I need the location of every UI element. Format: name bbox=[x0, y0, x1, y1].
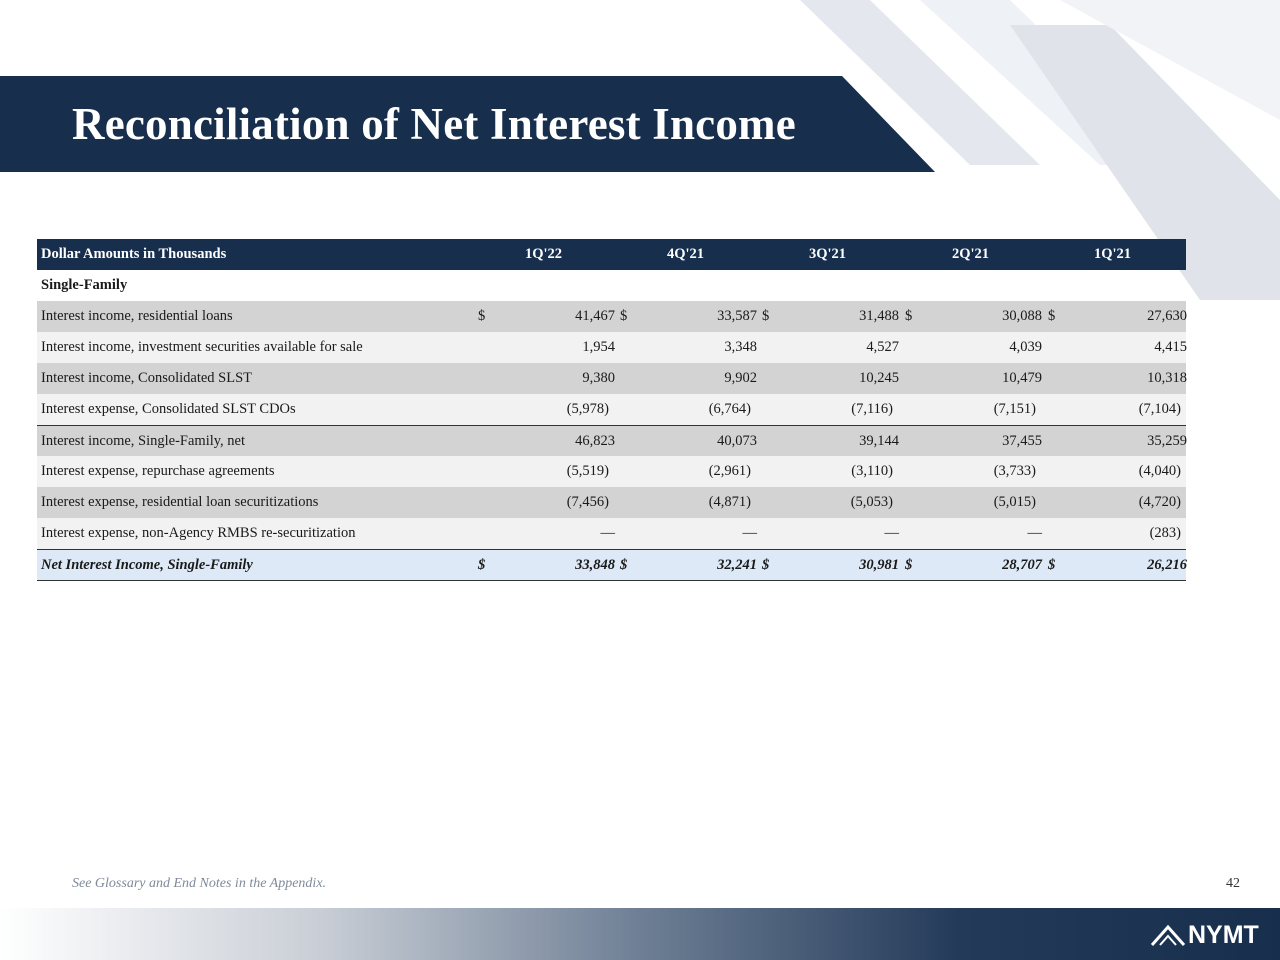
cell-value: 39,144 bbox=[859, 433, 899, 449]
dollar-sign: $ bbox=[1048, 557, 1056, 573]
cell-value: — bbox=[742, 525, 758, 541]
cell-value: (5,978) bbox=[566, 401, 609, 417]
table-header-row: Dollar Amounts in Thousands 1Q'22 4Q'21 … bbox=[37, 239, 1186, 270]
footnote: See Glossary and End Notes in the Append… bbox=[72, 876, 327, 891]
dollar-sign: $ bbox=[905, 557, 913, 573]
cell-value: 28,707 bbox=[1002, 557, 1042, 573]
cell-value: — bbox=[884, 525, 900, 541]
header-period-1q21: 1Q'21 bbox=[1094, 246, 1132, 262]
cell-value: (7,104) bbox=[1138, 401, 1181, 417]
header-period-3q21: 3Q'21 bbox=[809, 246, 847, 262]
logo-text: NYMT bbox=[1188, 920, 1259, 949]
row-label: Interest expense, residential loan secur… bbox=[41, 494, 319, 510]
cell-value: (5,519) bbox=[566, 463, 609, 479]
cell-value: 4,527 bbox=[866, 339, 899, 355]
cell-value: 9,380 bbox=[582, 370, 615, 386]
cell-value: (3,733) bbox=[993, 463, 1036, 479]
section-row: Single-Family bbox=[37, 270, 1186, 301]
dollar-sign: $ bbox=[478, 308, 486, 324]
cell-value: 41,467 bbox=[575, 308, 615, 324]
decorative-stripes bbox=[800, 0, 1280, 300]
footer-bar bbox=[0, 908, 1280, 960]
cell-value: 30,088 bbox=[1002, 308, 1042, 324]
cell-value: 31,488 bbox=[859, 308, 899, 324]
table-row: Interest expense, residential loan secur… bbox=[37, 487, 1186, 518]
cell-value: (5,015) bbox=[993, 494, 1036, 510]
cell-value: 37,455 bbox=[1002, 433, 1042, 449]
cell-value: (5,053) bbox=[850, 494, 893, 510]
page-title: Reconciliation of Net Interest Income bbox=[72, 99, 796, 149]
cell-value: (7,116) bbox=[851, 401, 893, 417]
table-row: Interest income, residential loans $41,46… bbox=[37, 301, 1187, 332]
cell-value: 33,587 bbox=[717, 308, 757, 324]
cell-value: (283) bbox=[1149, 525, 1181, 541]
cell-value: 30,981 bbox=[859, 557, 899, 573]
dollar-sign: $ bbox=[762, 557, 770, 573]
cell-value: 1,954 bbox=[582, 339, 615, 355]
cell-value: (7,151) bbox=[993, 401, 1036, 417]
total-row: Net Interest Income, Single-Family $33,84… bbox=[37, 549, 1187, 581]
header-period-1q22: 1Q'22 bbox=[525, 246, 563, 262]
cell-value: 32,241 bbox=[717, 557, 757, 573]
cell-value: (4,040) bbox=[1138, 463, 1181, 479]
dollar-sign: $ bbox=[905, 308, 913, 324]
cell-value: 3,348 bbox=[724, 339, 757, 355]
cell-value: (3,110) bbox=[851, 463, 893, 479]
section-label: Single-Family bbox=[41, 277, 128, 293]
dollar-sign: $ bbox=[762, 308, 770, 324]
cell-value: — bbox=[1027, 525, 1043, 541]
total-label: Net Interest Income, Single-Family bbox=[41, 557, 253, 573]
cell-value: — bbox=[600, 525, 616, 541]
cell-value: 4,415 bbox=[1154, 339, 1187, 355]
cell-value: (7,456) bbox=[566, 494, 609, 510]
header-period-4q21: 4Q'21 bbox=[667, 246, 705, 262]
nymt-logo: NYMT bbox=[1150, 918, 1259, 952]
row-label: Interest expense, non-Agency RMBS re-sec… bbox=[41, 525, 356, 541]
dollar-sign: $ bbox=[478, 557, 486, 573]
table-row: Interest income, Consolidated SLST 9,380 9… bbox=[37, 363, 1187, 394]
cell-value: 27,630 bbox=[1147, 308, 1187, 324]
title-banner bbox=[0, 76, 935, 172]
cell-value: (4,720) bbox=[1138, 494, 1181, 510]
cell-value: (2,961) bbox=[708, 463, 751, 479]
table-row: Interest expense, Consolidated SLST CDOs… bbox=[37, 394, 1186, 425]
cell-value: (6,764) bbox=[708, 401, 751, 417]
row-label: Interest expense, repurchase agreements bbox=[41, 463, 275, 479]
table-row: Interest income, investment securities a… bbox=[37, 332, 1187, 363]
row-label: Interest expense, Consolidated SLST CDOs bbox=[41, 401, 296, 417]
row-label: Interest income, Single-Family, net bbox=[41, 433, 246, 449]
table-row: Interest income, Single-Family, net 46,82… bbox=[37, 425, 1187, 456]
cell-value: 4,039 bbox=[1009, 339, 1042, 355]
cell-value: 9,902 bbox=[724, 370, 757, 386]
cell-value: 40,073 bbox=[717, 433, 757, 449]
row-label: Interest income, investment securities a… bbox=[41, 339, 363, 355]
house-icon bbox=[1150, 924, 1186, 946]
dollar-sign: $ bbox=[620, 308, 628, 324]
cell-value: 26,216 bbox=[1147, 557, 1187, 573]
row-label: Interest income, Consolidated SLST bbox=[41, 370, 253, 386]
cell-value: 10,245 bbox=[859, 370, 899, 386]
reconciliation-table: Dollar Amounts in Thousands 1Q'22 4Q'21 … bbox=[37, 239, 1187, 581]
header-period-2q21: 2Q'21 bbox=[952, 246, 990, 262]
cell-value: 10,318 bbox=[1147, 370, 1187, 386]
page-number: 42 bbox=[1226, 876, 1240, 891]
cell-value: 46,823 bbox=[575, 433, 615, 449]
dollar-sign: $ bbox=[1048, 308, 1056, 324]
dollar-sign: $ bbox=[620, 557, 628, 573]
table-row: Interest expense, repurchase agreements (… bbox=[37, 456, 1186, 487]
row-label: Interest income, residential loans bbox=[41, 308, 233, 324]
header-label: Dollar Amounts in Thousands bbox=[41, 246, 227, 262]
cell-value: (4,871) bbox=[708, 494, 751, 510]
cell-value: 10,479 bbox=[1002, 370, 1042, 386]
table-row: Interest expense, non-Agency RMBS re-sec… bbox=[37, 518, 1186, 549]
cell-value: 33,848 bbox=[575, 557, 615, 573]
cell-value: 35,259 bbox=[1147, 433, 1187, 449]
